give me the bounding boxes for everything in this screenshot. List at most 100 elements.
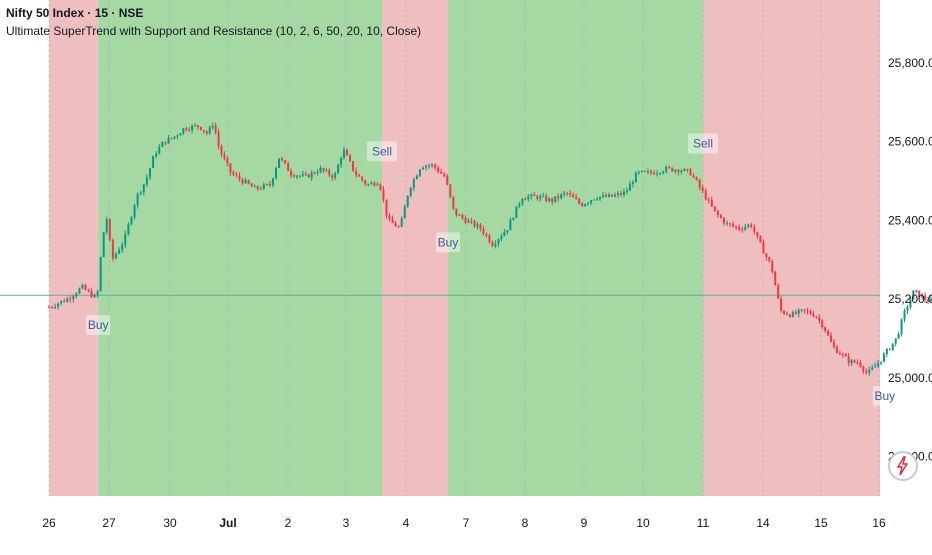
lightning-badge-icon[interactable] (888, 451, 918, 481)
time-tick-label: 3 (343, 516, 350, 530)
time-tick-label: Jul (219, 516, 236, 530)
time-tick-label: 30 (163, 516, 177, 530)
candle-body (915, 290, 918, 292)
candle-body (176, 135, 179, 137)
candle-body (84, 285, 87, 290)
trend-zone-bear (703, 0, 880, 496)
time-tick-label: 27 (102, 516, 116, 530)
candle-body (762, 242, 765, 254)
candle-body (87, 289, 90, 291)
candle-body (458, 214, 461, 216)
trend-zones (49, 0, 880, 496)
candle-body (659, 173, 662, 175)
candle-body (217, 132, 220, 147)
candle-body (75, 293, 78, 297)
candle-body (581, 203, 584, 207)
candle-body (575, 197, 578, 200)
candle-body (328, 170, 331, 176)
candle-body (287, 163, 290, 172)
candle-body (578, 199, 581, 204)
candle-body (735, 226, 738, 228)
candle-body (710, 199, 713, 207)
candle-body (646, 171, 649, 173)
candle-body (662, 171, 665, 174)
time-axis: 26 27 30 Jul 2 3 4 7 8 9 10 11 14 15 16 (42, 516, 886, 530)
indicator-title[interactable]: Ultimate SuperTrend with Support and Res… (6, 24, 422, 38)
candle-body (637, 171, 640, 173)
candle-body (352, 161, 355, 171)
candle-body (871, 367, 874, 370)
candle-body (148, 168, 151, 178)
candle-body (63, 300, 66, 302)
candle-body (874, 366, 877, 368)
candle-body (906, 307, 909, 311)
candle-body (220, 146, 223, 155)
candle-body (665, 167, 668, 172)
candle-body (841, 354, 844, 356)
candle-body (927, 299, 930, 302)
candle-body (640, 170, 643, 172)
candle-body (114, 253, 117, 259)
candle-body (452, 196, 455, 209)
candle-body (491, 242, 494, 247)
candle-body (680, 170, 683, 173)
candle-body (470, 220, 473, 222)
candle-body (628, 184, 631, 191)
candle-body (247, 180, 250, 184)
symbol-title[interactable]: Nifty 50 Index · 15 · NSE (6, 6, 144, 20)
candle-body (683, 168, 686, 171)
candle-body (155, 153, 158, 157)
candle-body (96, 291, 99, 296)
candle-body (877, 363, 880, 367)
time-tick-label: 15 (814, 516, 828, 530)
candle-body (479, 224, 482, 229)
candle-body (524, 198, 527, 200)
candle-body (584, 203, 587, 207)
candle-body (167, 137, 170, 144)
candle-body (753, 226, 756, 232)
candle-body (164, 141, 167, 144)
candle-body (337, 164, 340, 174)
candle-body (437, 167, 440, 172)
candle-body (716, 210, 719, 215)
candle-body (759, 235, 762, 243)
candle-body (809, 311, 812, 315)
candle-body (256, 186, 259, 189)
candle-body (136, 193, 139, 206)
candle-body (361, 176, 364, 181)
candle-body (750, 224, 753, 227)
candle-body (533, 194, 536, 196)
candle-body (668, 167, 671, 169)
candle-body (449, 184, 452, 197)
candle-body (99, 257, 102, 292)
candle-body (446, 176, 449, 185)
candle-body (695, 176, 698, 181)
candle-body (259, 188, 262, 190)
candle-body (548, 198, 551, 202)
candle-body (226, 158, 229, 164)
candle-body (133, 205, 136, 218)
candle-body (485, 233, 488, 236)
candle-body (235, 174, 238, 176)
candle-body (500, 236, 503, 240)
candle-body (102, 232, 105, 258)
candle-body (888, 348, 891, 350)
signal-label-bg (872, 385, 897, 406)
candle-body (909, 299, 912, 308)
candle-body (838, 352, 841, 355)
candle-body (265, 184, 268, 186)
candle-body (455, 208, 458, 216)
candle-body (704, 190, 707, 200)
signal-label-bg (86, 314, 111, 335)
candle-body (400, 218, 403, 227)
time-tick-label: 14 (756, 516, 770, 530)
candle-body (729, 223, 732, 225)
candle-body (653, 172, 656, 175)
candle-body (173, 136, 176, 139)
candle-body (605, 194, 608, 197)
candle-body (560, 194, 563, 199)
candle-body (518, 204, 521, 207)
candle-body (349, 155, 351, 162)
